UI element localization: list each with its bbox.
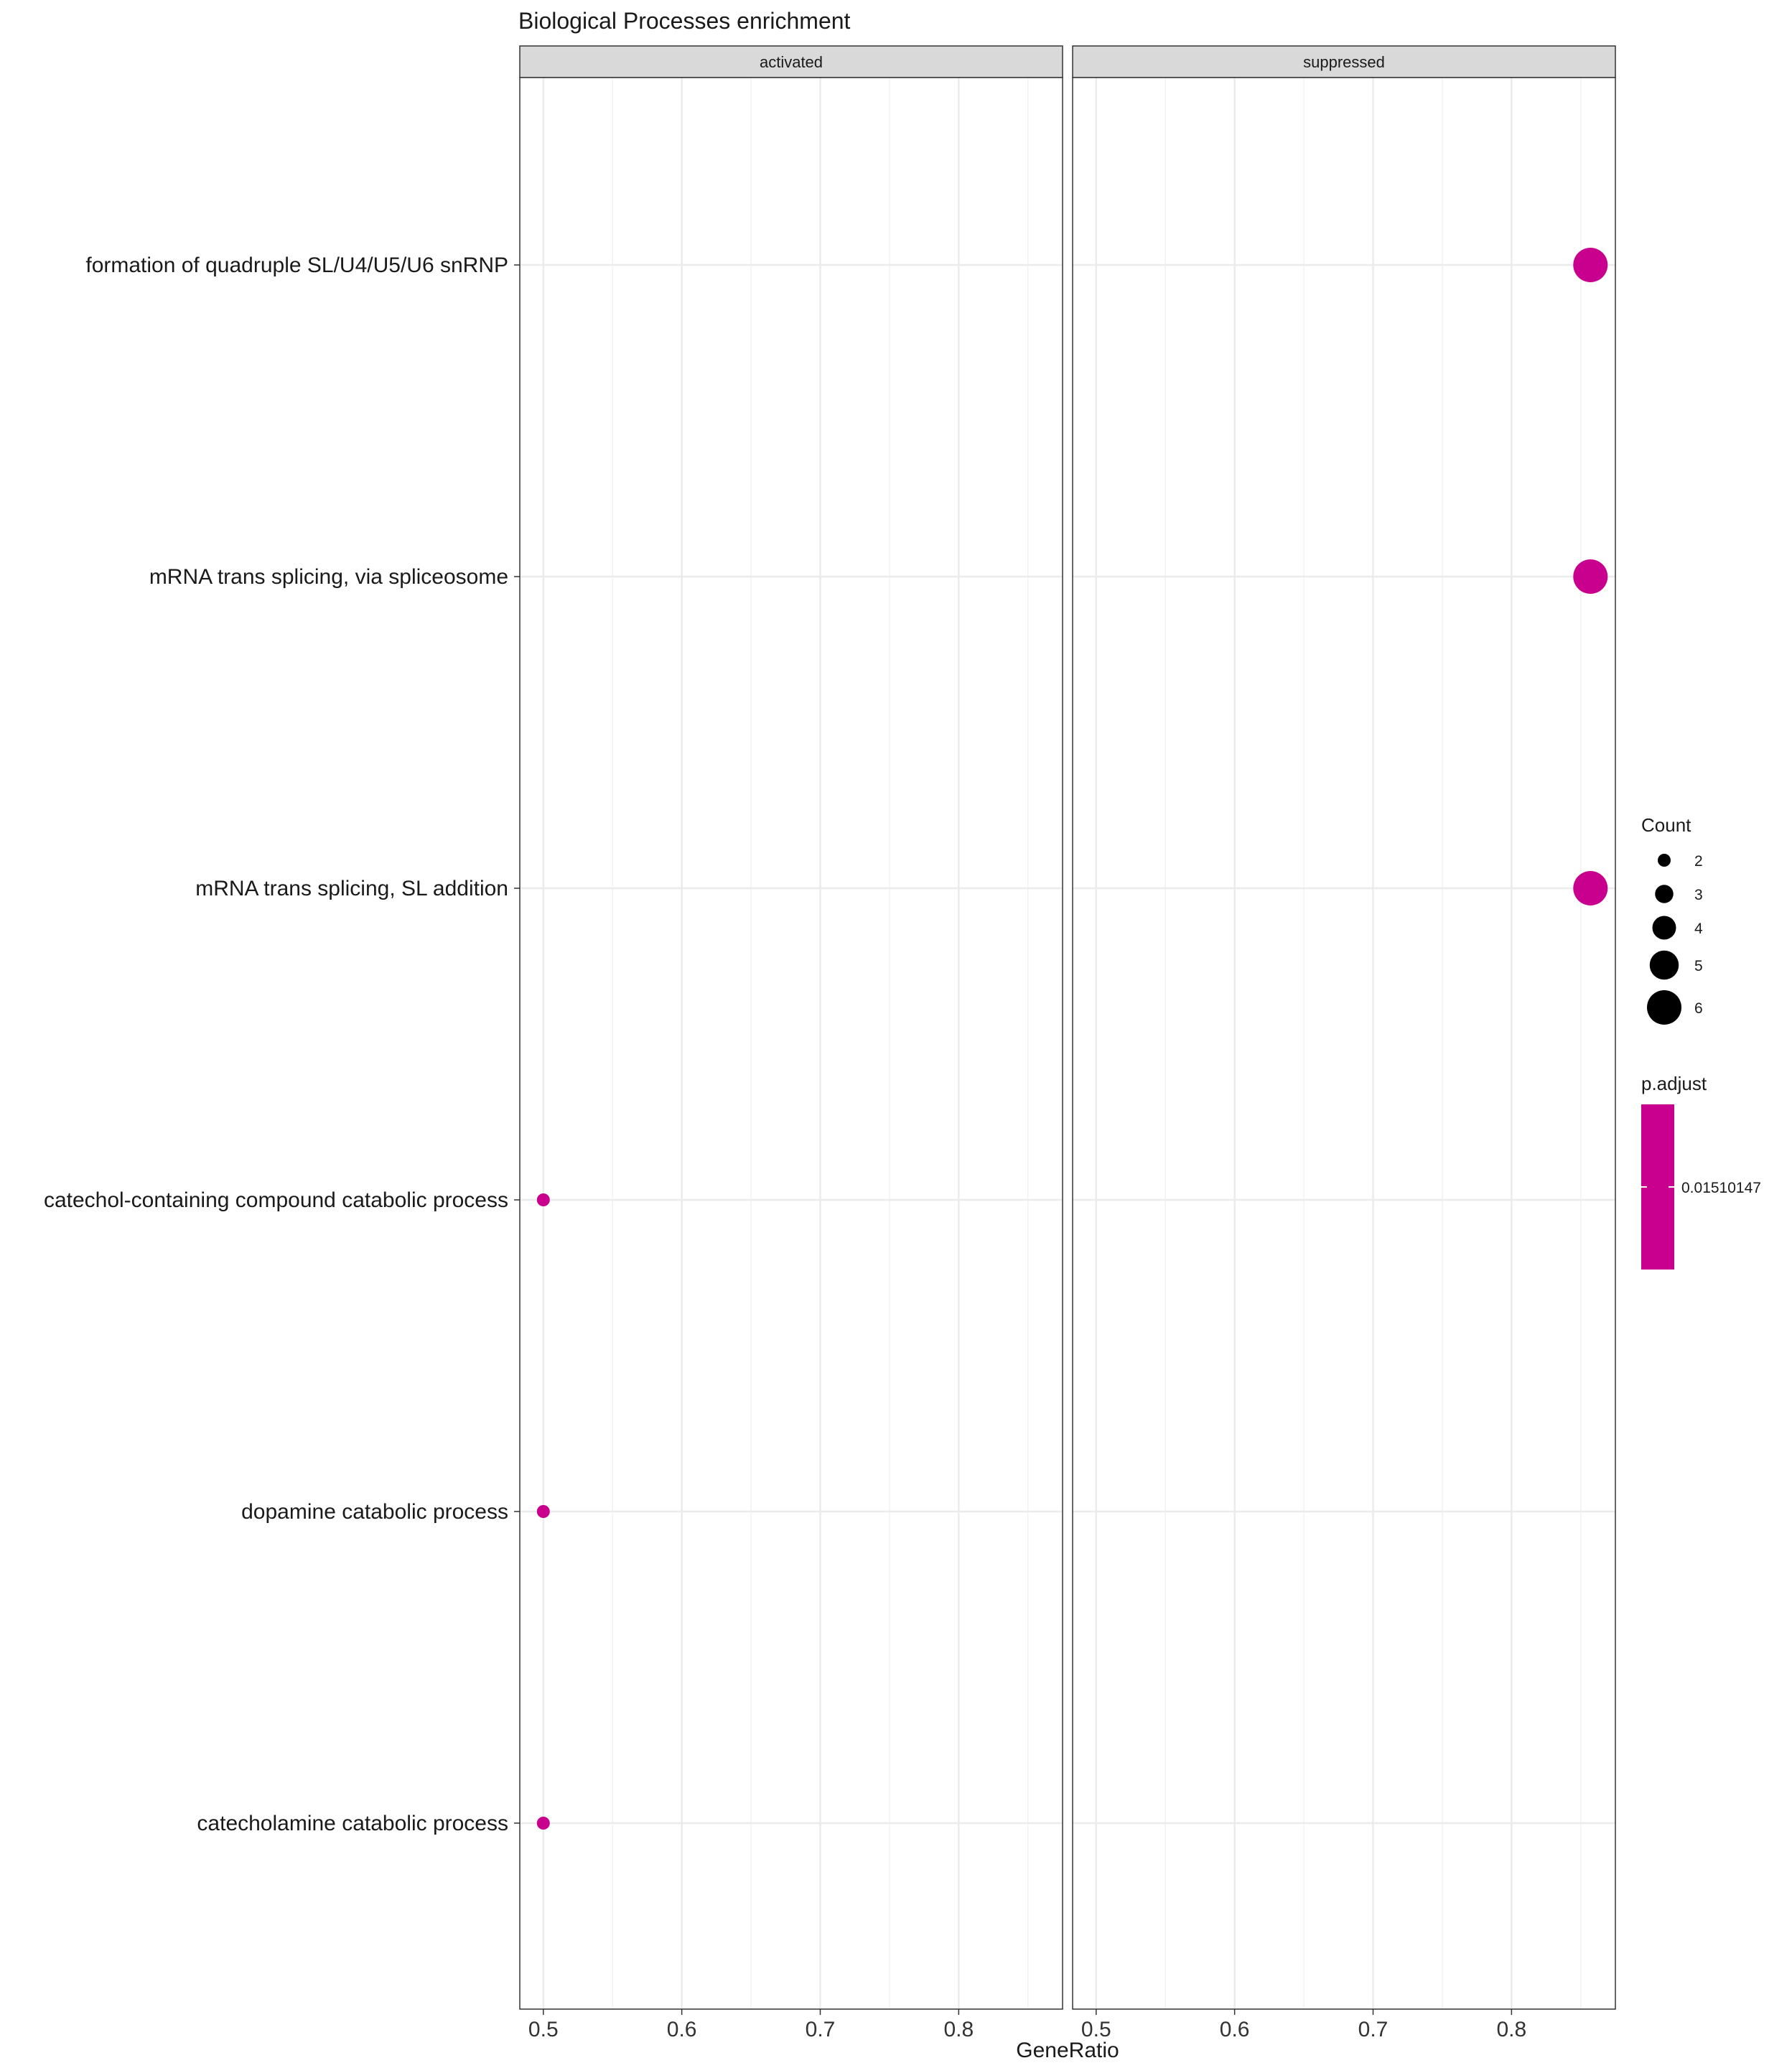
y-axis: formation of quadruple SL/U4/U5/U6 snRNP… (44, 253, 520, 1835)
x-tick-label: 0.7 (1358, 2018, 1389, 2041)
panel-background (520, 78, 1063, 2009)
color-legend-title: p.adjust (1641, 1073, 1707, 1094)
data-point (536, 1505, 550, 1518)
y-tick-label: formation of quadruple SL/U4/U5/U6 snRNP (85, 253, 508, 277)
data-point (1573, 248, 1608, 282)
y-tick-label: mRNA trans splicing, via spliceosome (149, 565, 508, 589)
y-tick-label: mRNA trans splicing, SL addition (195, 877, 508, 900)
facet-panel-suppressed: suppressed 0.5 0.6 0.7 0.8 (1072, 45, 1616, 2041)
color-legend-label: 0.01510147 (1681, 1180, 1761, 1196)
data-point (1573, 871, 1608, 905)
x-tick-label: 0.8 (1496, 2018, 1526, 2041)
chart-title: Biological Processes enrichment (518, 8, 851, 34)
facet-panels: activated 0.5 0.6 0.7 0.8 suppressed 0.5 0.6 0.7… (519, 45, 1616, 2041)
data-point (536, 1193, 550, 1206)
x-tick-label: 0.6 (1220, 2018, 1250, 2041)
size-legend-label: 3 (1694, 887, 1703, 903)
y-tick-label: catecholamine catabolic process (197, 1812, 508, 1835)
size-legend-label: 2 (1694, 853, 1703, 870)
panel-border (519, 77, 1063, 2010)
x-tick-label: 0.5 (528, 2018, 559, 2041)
facet-strip-label: activated (760, 53, 823, 71)
size-legend-key (1649, 950, 1679, 980)
y-tick-label: catechol-containing compound catabolic p… (44, 1188, 508, 1212)
x-tick-label: 0.5 (1081, 2018, 1111, 2041)
facet-strip-suppressed (1072, 45, 1616, 78)
panel-background (1073, 78, 1615, 2009)
size-legend-label: 4 (1694, 921, 1703, 937)
size-legend-label: 6 (1694, 1000, 1703, 1017)
facet-strip-label: suppressed (1303, 53, 1385, 71)
panel-border (1072, 77, 1616, 2010)
size-legend-title: Count (1641, 814, 1691, 836)
data-point (536, 1817, 550, 1830)
x-tick-label: 0.7 (806, 2018, 836, 2041)
size-legend-key (1647, 990, 1681, 1025)
size-legend-label: 5 (1694, 958, 1703, 974)
facet-strip-activated (519, 45, 1063, 78)
size-legend-key (1658, 854, 1671, 867)
y-tick-label: dopamine catabolic process (241, 1500, 508, 1524)
x-tick-label: 0.8 (943, 2018, 974, 2041)
x-tick-label: 0.6 (667, 2018, 697, 2041)
facet-panel-activated: activated 0.5 0.6 0.7 0.8 (519, 45, 1063, 2041)
data-point (1573, 559, 1608, 594)
size-legend-key (1655, 885, 1674, 903)
x-axis-title: GeneRatio (1016, 2039, 1119, 2062)
size-legend-key (1652, 916, 1676, 940)
